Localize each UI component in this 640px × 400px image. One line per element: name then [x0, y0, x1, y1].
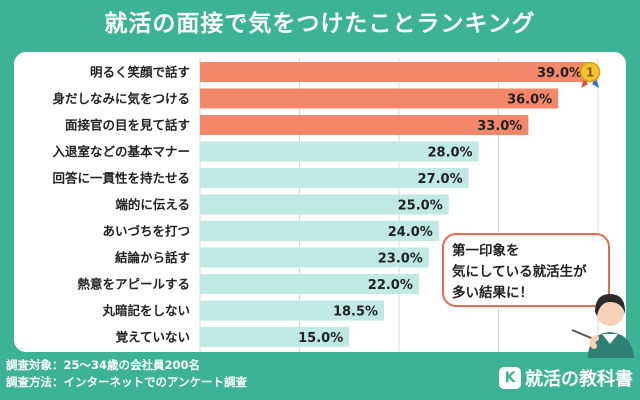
value-label: 27.0% [418, 172, 463, 187]
category-label: 入退室などの基本マナー [52, 144, 190, 159]
callout-line: 第一印象を [452, 243, 520, 259]
brand-logo: K 就活の教科書 [499, 366, 633, 390]
survey-method: 調査方法：インターネットでのアンケート調査 [6, 375, 248, 389]
logo-text: 就活の教科書 [525, 369, 633, 390]
bar [200, 300, 385, 321]
bar [200, 141, 479, 162]
bar [200, 115, 529, 135]
value-label: 39.0% [537, 66, 582, 81]
chart-panel: 明るく笑顔で話す 39.0% 身だしなみに気をつける 36.0% 面接官の目を見て話す 3… [14, 52, 626, 352]
survey-notes: 調査対象：25～34歳の会社員200名 調査方法：インターネットでのアンケート調… [6, 357, 247, 391]
bar [200, 327, 350, 347]
medal-ribbon-icon [581, 78, 589, 88]
value-label: 23.0% [378, 252, 423, 267]
callout-bubble: 第一印象を 気にしている就活生が 多い結果に！ [442, 233, 610, 307]
value-label: 33.0% [477, 119, 522, 134]
category-label: 端的に伝える [115, 197, 190, 212]
value-label: 18.5% [333, 305, 378, 320]
medal-icon [579, 61, 601, 83]
medal-number: 1 [586, 66, 594, 80]
survey-target: 調査対象：25～34歳の会社員200名 [6, 358, 201, 372]
value-label: 28.0% [427, 146, 472, 161]
value-label: 24.0% [388, 225, 433, 240]
category-label: 回答に一貫性を持たせる [52, 171, 190, 186]
bar [200, 221, 439, 241]
bar [200, 88, 559, 109]
category-label: 身だしなみに気をつける [52, 91, 190, 106]
bar [200, 274, 419, 294]
bar [200, 194, 449, 215]
bar [200, 62, 589, 82]
category-label: 覚えていない [116, 330, 190, 345]
presenter-illustration [571, 294, 634, 358]
value-label: 22.0% [368, 278, 413, 293]
category-label: 明るく笑顔で話す [90, 65, 190, 80]
bar [200, 247, 429, 268]
medal-ribbon-icon [592, 78, 600, 88]
category-label: 結論から話す [115, 250, 190, 265]
chart-title: 就活の面接で気をつけたことランキング [104, 11, 536, 37]
value-label: 15.0% [298, 331, 343, 346]
category-label: 面接官の目を見て話す [65, 118, 190, 133]
logo-badge-icon: K [499, 367, 521, 389]
callout-line: 気にしている就活生が [452, 264, 587, 280]
value-label: 25.0% [398, 199, 443, 214]
category-label: 熱意をアピールする [77, 277, 190, 292]
category-label: 丸暗記をしない [101, 303, 190, 318]
bar-chart: 明るく笑顔で話す 39.0% 身だしなみに気をつける 36.0% 面接官の目を見て話す 3… [52, 58, 601, 352]
category-label: あいづちを打つ [102, 224, 190, 239]
callout-line: 多い結果に！ [452, 285, 533, 301]
bar [200, 168, 469, 188]
value-label: 36.0% [507, 93, 552, 108]
